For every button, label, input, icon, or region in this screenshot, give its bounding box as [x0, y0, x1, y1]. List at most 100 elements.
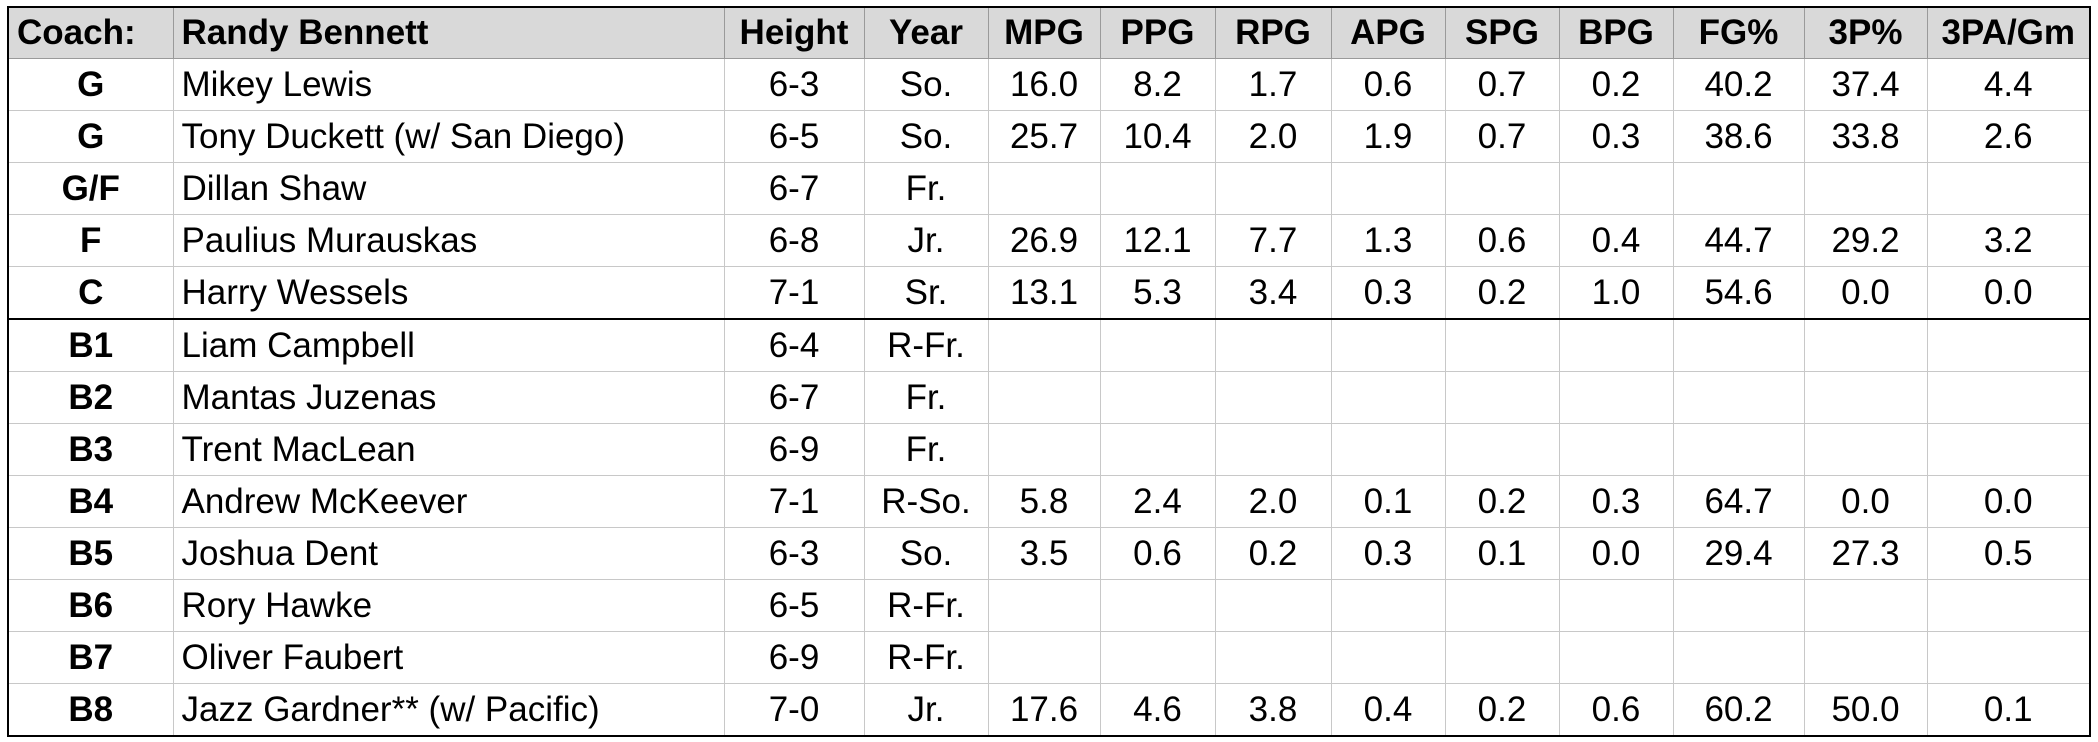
stat-cell: 0.2	[1214, 527, 1332, 580]
player-row: C Harry Wessels 7-1 Sr. 13.1 5.3 3.4 0.3 0.2 1.0 5…	[7, 266, 2091, 320]
stat-cell: Fr.	[863, 162, 989, 215]
stat-cell: 6-5	[723, 110, 865, 163]
stat-cell	[1803, 579, 1928, 632]
stat-cell	[1672, 579, 1805, 632]
position-cell: B5	[7, 527, 174, 580]
stat-cell: 38.6	[1672, 110, 1805, 163]
table-body: G Mikey Lewis 6-3 So. 16.0 8.2 1.7 0.6 0.7 0.2 40.…	[7, 58, 2091, 737]
stat-cell	[1099, 631, 1216, 684]
stat-cell: R-So.	[863, 475, 989, 528]
header-cell: RPG	[1214, 6, 1332, 59]
stat-cell: 0.3	[1330, 527, 1446, 580]
stat-cell	[1330, 631, 1446, 684]
stat-cell	[1444, 371, 1560, 424]
stat-cell: 3.2	[1926, 214, 2091, 267]
player-row: B6 Rory Hawke 6-5 R-Fr.	[7, 579, 2091, 632]
stat-cell	[1803, 423, 1928, 476]
name-cell: Joshua Dent	[172, 527, 725, 580]
stat-cell: 0.3	[1558, 475, 1674, 528]
stat-cell: 16.0	[987, 58, 1101, 111]
stat-cell: 1.7	[1214, 58, 1332, 111]
stat-cell	[987, 371, 1101, 424]
stat-cell: 7-0	[723, 683, 865, 737]
stat-cell	[987, 318, 1101, 372]
stat-cell: 6-7	[723, 162, 865, 215]
stat-cell: 29.2	[1803, 214, 1928, 267]
header-cell: SPG	[1444, 6, 1560, 59]
player-row: G/F Dillan Shaw 6-7 Fr.	[7, 162, 2091, 215]
stat-cell	[1330, 371, 1446, 424]
stat-cell	[1926, 318, 2091, 372]
stat-cell: 0.4	[1330, 683, 1446, 737]
stat-cell	[1099, 371, 1216, 424]
stat-cell	[1099, 579, 1216, 632]
stat-cell: So.	[863, 527, 989, 580]
stat-cell: 2.0	[1214, 475, 1332, 528]
stat-cell: 2.0	[1214, 110, 1332, 163]
stat-cell: Jr.	[863, 214, 989, 267]
stat-cell: 0.7	[1444, 58, 1560, 111]
stat-cell	[1926, 423, 2091, 476]
stat-cell: 0.6	[1444, 214, 1560, 267]
header-cell: FG%	[1672, 6, 1805, 59]
stat-cell	[987, 423, 1101, 476]
stat-cell	[1558, 318, 1674, 372]
position-cell: C	[7, 266, 174, 320]
name-cell: Mantas Juzenas	[172, 371, 725, 424]
stat-cell: 10.4	[1099, 110, 1216, 163]
stat-cell: 0.6	[1558, 683, 1674, 737]
stat-cell: 1.3	[1330, 214, 1446, 267]
stat-cell: 0.4	[1558, 214, 1674, 267]
stat-cell	[1926, 579, 2091, 632]
stat-cell	[1672, 162, 1805, 215]
stat-cell: 33.8	[1803, 110, 1928, 163]
stat-cell	[1803, 162, 1928, 215]
stat-cell: 6-3	[723, 527, 865, 580]
stat-cell	[1672, 631, 1805, 684]
name-cell: Harry Wessels	[172, 266, 725, 320]
stat-cell	[1672, 318, 1805, 372]
stat-cell: 6-9	[723, 423, 865, 476]
stat-cell	[1214, 162, 1332, 215]
player-row: B8 Jazz Gardner** (w/ Pacific) 7-0 Jr. 17.6 4…	[7, 683, 2091, 737]
stat-cell: So.	[863, 110, 989, 163]
stat-cell	[1558, 579, 1674, 632]
stat-cell	[1803, 631, 1928, 684]
stat-cell: 0.2	[1444, 266, 1560, 320]
stat-cell: 0.2	[1444, 475, 1560, 528]
stat-cell: 1.9	[1330, 110, 1446, 163]
player-row: B2 Mantas Juzenas 6-7 Fr.	[7, 371, 2091, 424]
header-cell: Height	[723, 6, 865, 59]
position-cell: B7	[7, 631, 174, 684]
player-row: B4 Andrew McKeever 7-1 R-So. 5.8 2.4 2.0 0.1 0.2…	[7, 475, 2091, 528]
stat-cell: 64.7	[1672, 475, 1805, 528]
stat-cell: Fr.	[863, 423, 989, 476]
stat-cell: 6-4	[723, 318, 865, 372]
position-cell: B4	[7, 475, 174, 528]
header-cell: 3PA/Gm	[1926, 6, 2091, 59]
player-row: G Tony Duckett (w/ San Diego) 6-5 So. 25.7 10…	[7, 110, 2091, 163]
stat-cell	[1803, 318, 1928, 372]
stat-cell: 0.2	[1444, 683, 1560, 737]
name-cell: Jazz Gardner** (w/ Pacific)	[172, 683, 725, 737]
stat-cell: 0.5	[1926, 527, 2091, 580]
stat-cell: 7-1	[723, 266, 865, 320]
stat-cell: 3.8	[1214, 683, 1332, 737]
stat-cell: 0.3	[1330, 266, 1446, 320]
stat-cell	[1444, 423, 1560, 476]
stat-cell: 27.3	[1803, 527, 1928, 580]
stat-cell: 0.7	[1444, 110, 1560, 163]
stat-cell	[1444, 631, 1560, 684]
stat-cell: 50.0	[1803, 683, 1928, 737]
stat-cell: 4.4	[1926, 58, 2091, 111]
header-row: Coach: Randy Bennett Height Year MPG PPG RPG AP…	[7, 6, 2091, 59]
name-cell: Oliver Faubert	[172, 631, 725, 684]
stat-cell	[1558, 371, 1674, 424]
stat-cell: 12.1	[1099, 214, 1216, 267]
player-row: B3 Trent MacLean 6-9 Fr.	[7, 423, 2091, 476]
stat-cell	[1214, 318, 1332, 372]
stat-cell	[1214, 631, 1332, 684]
position-cell: B2	[7, 371, 174, 424]
stat-cell	[1444, 579, 1560, 632]
